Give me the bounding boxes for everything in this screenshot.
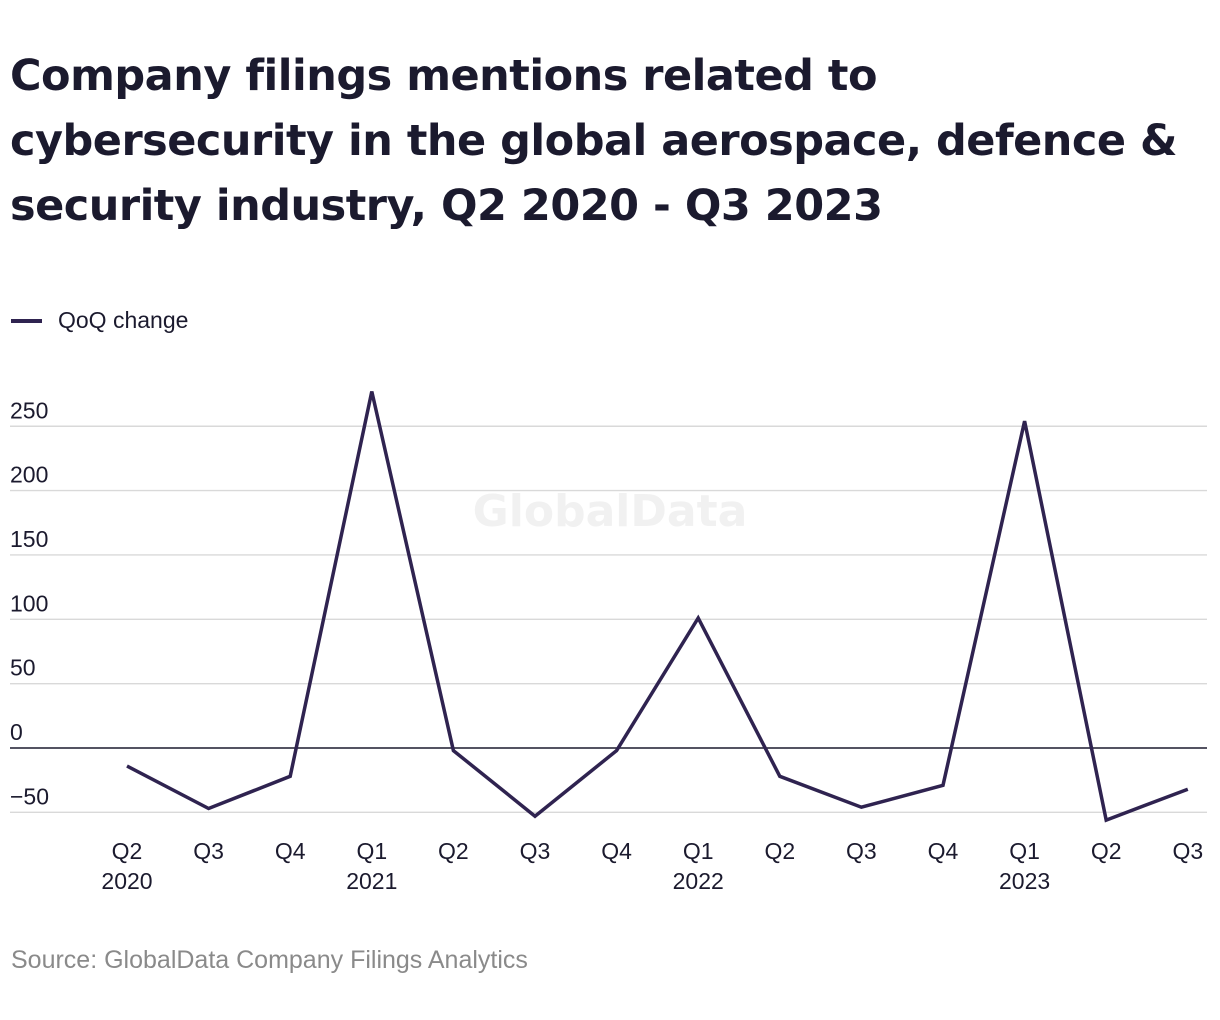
x-tick-year-label: 2021 bbox=[346, 868, 397, 894]
gridlines bbox=[10, 425, 1207, 814]
y-tick-label: 50 bbox=[10, 655, 36, 681]
legend: QoQ change bbox=[11, 307, 188, 334]
series bbox=[126, 391, 1189, 823]
x-tick-year-label: 2020 bbox=[101, 868, 152, 894]
x-tick-label: Q4 bbox=[928, 838, 959, 864]
line-chart: GlobalData 250 200 150 100 50 0 −50 Q2 2020 Q3 Q4… bbox=[10, 391, 1207, 894]
x-tick-label: Q1 bbox=[683, 838, 714, 864]
y-tick-label: −50 bbox=[10, 783, 49, 809]
x-tick-label: Q1 bbox=[356, 838, 387, 864]
legend-swatch bbox=[11, 318, 42, 323]
y-tick-label: 150 bbox=[10, 526, 48, 552]
source-note: Source: GlobalData Company Filings Analy… bbox=[11, 946, 528, 974]
x-tick-label: Q3 bbox=[1172, 838, 1203, 864]
x-tick-label: Q2 bbox=[1091, 838, 1122, 864]
x-tick-year-label: 2022 bbox=[673, 868, 724, 894]
x-tick-label: Q4 bbox=[601, 838, 632, 864]
x-tick-label: Q1 bbox=[1009, 838, 1040, 864]
x-tick-label: Q2 bbox=[112, 838, 143, 864]
y-tick-label: 0 bbox=[10, 719, 23, 745]
series-line-qoq-change bbox=[126, 391, 1189, 823]
legend-label: QoQ change bbox=[58, 307, 189, 333]
x-tick-year-label: 2023 bbox=[999, 868, 1050, 894]
y-tick-label: 200 bbox=[10, 462, 48, 488]
y-axis-ticks: 250 200 150 100 50 0 −50 bbox=[10, 397, 49, 809]
x-axis-ticks: Q2 2020 Q3 Q4 Q1 2021 Q2 Q3 Q4 Q1 2022 Q2 Q3 Q4 Q1 2023… bbox=[101, 838, 1203, 894]
x-tick-label: Q2 bbox=[764, 838, 795, 864]
y-tick-label: 250 bbox=[10, 397, 48, 423]
x-tick-label: Q4 bbox=[275, 838, 306, 864]
watermark: GlobalData bbox=[473, 486, 748, 537]
x-tick-label: Q3 bbox=[193, 838, 224, 864]
y-tick-label: 100 bbox=[10, 590, 48, 616]
x-tick-label: Q3 bbox=[846, 838, 877, 864]
x-tick-label: Q2 bbox=[438, 838, 469, 864]
chart-title: Company filings mentions related to cybe… bbox=[10, 51, 1178, 231]
x-tick-label: Q3 bbox=[520, 838, 551, 864]
